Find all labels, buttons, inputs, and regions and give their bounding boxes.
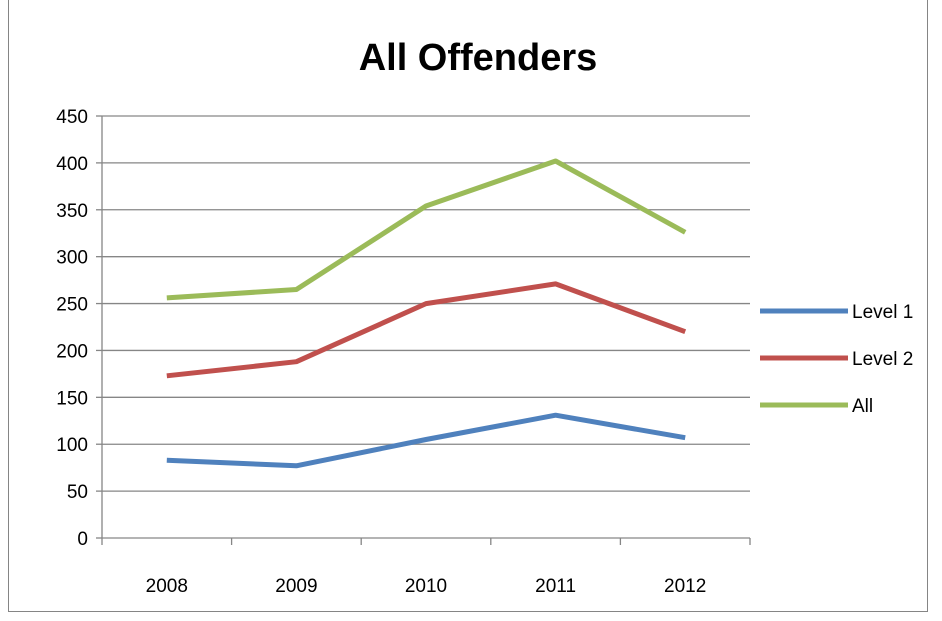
y-tick-label: 50: [67, 482, 88, 503]
y-tick-label: 450: [56, 107, 88, 128]
y-tick-label: 250: [56, 295, 88, 316]
x-tick-label: 2008: [146, 576, 188, 597]
series-line-3: [166, 158, 687, 301]
legend-label: Level 2: [852, 349, 913, 370]
y-tick-label: 400: [56, 154, 88, 175]
y-tick-label: 350: [56, 201, 88, 222]
y-tick-label: 300: [56, 248, 88, 269]
chart-frame: [8, 0, 928, 612]
x-tick-label: 2011: [535, 576, 576, 597]
legend: Level 1 Level 2 All: [760, 302, 913, 417]
series-line-2: [166, 281, 687, 379]
chart-title: All Offenders: [359, 37, 598, 79]
legend-label: All: [852, 396, 873, 417]
y-tick-label: 0: [77, 529, 88, 550]
series-line-1: [166, 412, 686, 469]
y-tick-label: 100: [56, 435, 88, 456]
y-tick-label: 150: [56, 388, 88, 409]
x-axis-tick-labels: 2008 2009 2010 2011 2012: [146, 576, 707, 597]
legend-label: Level 1: [852, 302, 913, 323]
y-axis-tick-labels: 0 50 100 150 200 250 300 350 400 450: [56, 107, 88, 550]
x-tick-label: 2009: [275, 576, 317, 597]
x-tick-label: 2010: [405, 576, 447, 597]
axes: [96, 115, 751, 545]
y-tick-label: 200: [56, 341, 88, 362]
x-tick-label: 2012: [664, 576, 706, 597]
series-lines: [166, 158, 687, 469]
